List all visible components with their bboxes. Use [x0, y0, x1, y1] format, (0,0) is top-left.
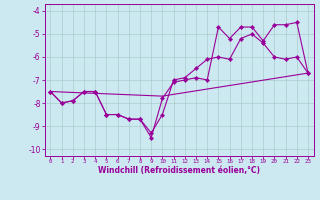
- X-axis label: Windchill (Refroidissement éolien,°C): Windchill (Refroidissement éolien,°C): [98, 166, 260, 175]
